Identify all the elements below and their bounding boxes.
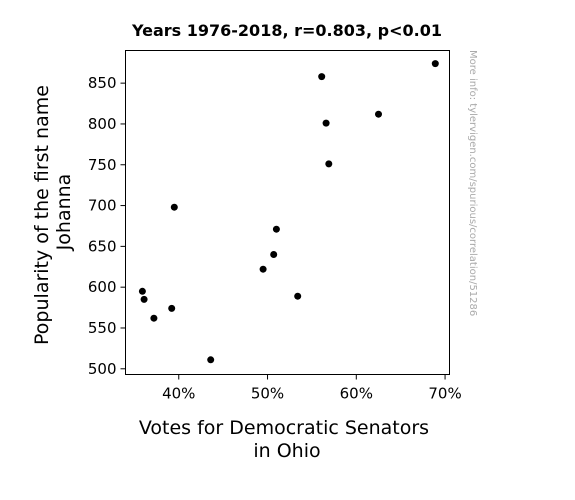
y-tick-label-0: 500: [88, 360, 117, 378]
x-axis-label-line-1: Votes for Democratic Senators: [139, 417, 429, 439]
plot-frame: [125, 50, 450, 375]
x-tick-label-3: 70%: [428, 385, 461, 403]
data-point-6: [259, 265, 267, 273]
x-axis-ticks: 40% 50% 60% 70%: [162, 374, 462, 403]
x-tick-label-1: 50%: [251, 385, 284, 403]
data-point-1: [140, 295, 148, 303]
y-tick-label-2: 600: [88, 278, 117, 296]
data-point-7: [270, 251, 278, 258]
source-watermark: More info: tylervigen.com/spurious/corre…: [467, 50, 478, 316]
y-axis-label-line-2: Johanna: [53, 174, 75, 252]
data-points: [138, 60, 439, 364]
data-point-10: [318, 73, 326, 81]
y-axis-ticks: 500 550 600 650 700 750 800 850: [88, 74, 126, 378]
data-point-2: [150, 314, 158, 322]
x-axis-label-line-2: in Ohio: [253, 440, 320, 462]
y-axis-label-line-1: Popularity of the first name: [31, 85, 53, 345]
y-tick-label-4: 700: [88, 197, 117, 215]
data-point-3: [168, 304, 176, 312]
y-tick-label-3: 650: [88, 237, 117, 255]
data-point-5: [207, 356, 215, 364]
data-point-13: [375, 110, 382, 118]
y-tick-label-1: 550: [88, 319, 117, 337]
data-point-4: [170, 203, 178, 211]
data-point-8: [272, 225, 280, 233]
x-tick-label-2: 60%: [340, 385, 373, 403]
x-tick-label-0: 40%: [162, 385, 195, 403]
data-point-12: [325, 160, 333, 168]
data-point-0: [138, 287, 146, 295]
chart-title: Years 1976-2018, r=0.803, p<0.01: [131, 21, 442, 40]
data-point-11: [322, 119, 330, 127]
y-tick-label-5: 750: [88, 156, 117, 174]
data-point-14: [431, 60, 439, 68]
x-axis-label: Votes for Democratic Senators in Ohio: [139, 417, 435, 462]
y-tick-label-7: 850: [88, 74, 117, 92]
y-tick-label-6: 800: [88, 115, 117, 133]
y-axis-label: Popularity of the first name Johanna: [31, 79, 75, 345]
data-point-9: [294, 292, 302, 300]
